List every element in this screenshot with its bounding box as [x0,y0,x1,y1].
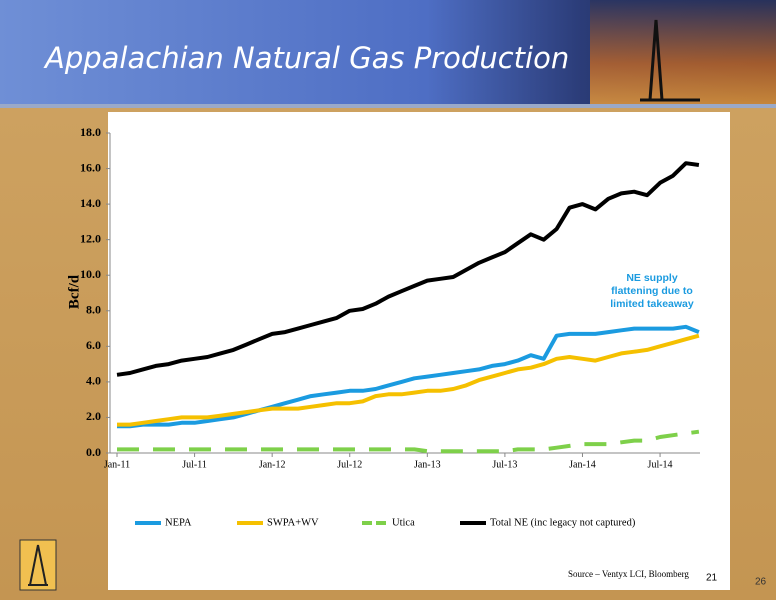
y-tick-label: 10.0 [80,267,101,281]
x-tick-label: Jan-11 [104,459,130,470]
y-tick-label: 2.0 [86,409,101,423]
series-line [116,161,700,377]
y-tick-label: 16.0 [80,160,101,174]
legend-label: SWPA+WV [267,517,319,528]
annotation-line: flattening due to [611,285,693,297]
annotation-line: limited takeaway [610,298,694,310]
series-line [117,429,700,454]
x-tick-label: Jan-12 [259,459,286,470]
rig-icon [640,19,700,102]
slide-title: Appalachian Natural Gas Production [43,41,569,75]
y-tick-label: 8.0 [86,303,101,317]
logo-rig [28,544,48,586]
series-line [117,324,700,429]
y-tick-label: 0.0 [86,445,101,459]
legend-label: Total NE (inc legacy not captured) [490,517,636,528]
y-tick-label: 6.0 [86,338,101,352]
source-note: Source – Ventyx LCI, Bloomberg [568,569,689,579]
legend-label: NEPA [165,517,192,528]
y-tick-label: 14.0 [80,196,101,210]
y-tick-label: 12.0 [80,231,101,245]
annotation-line: NE supply [626,272,678,284]
header-image [590,0,776,106]
x-tick-label: Jul-14 [648,459,673,470]
x-tick-label: Jul-11 [182,459,207,470]
chart-page-number: 21 [706,573,718,584]
annotation: NE supply flattening due to limited take… [610,272,694,310]
x-tick-label: Jul-13 [492,459,517,470]
x-tick-label: Jan-14 [569,459,596,470]
legend-label: Utica [392,517,415,528]
x-tick-label: Jul-12 [337,459,362,470]
series-line [117,333,700,427]
y-tick-label: 4.0 [86,374,101,388]
slide-page-number: 26 [755,577,767,588]
header-rule [0,104,776,108]
y-axis-label: Bcf/d [66,274,82,309]
y-tick-label: 18.0 [80,125,101,139]
x-tick-label: Jan-13 [414,459,441,470]
